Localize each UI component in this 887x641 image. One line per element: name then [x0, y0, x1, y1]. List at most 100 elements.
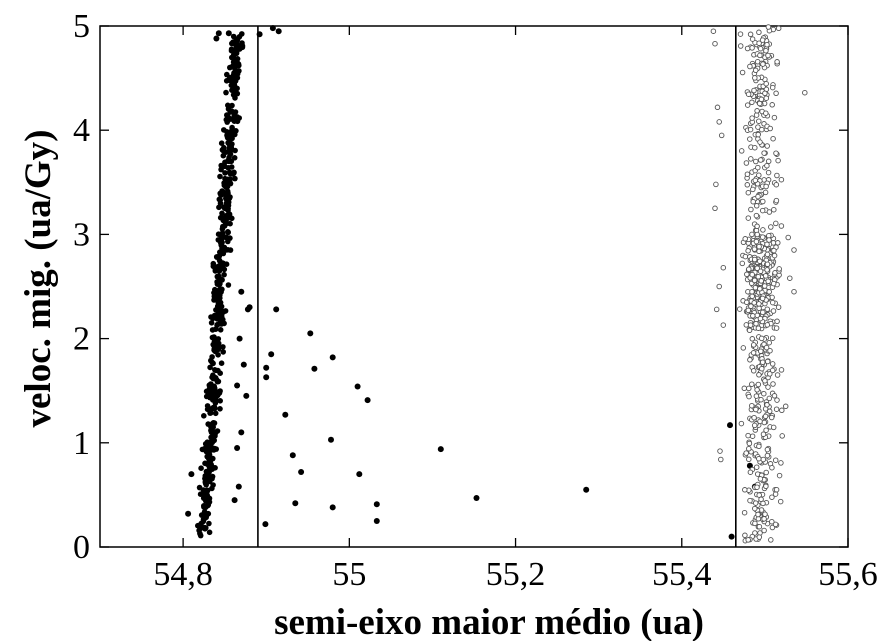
data-point [220, 349, 226, 355]
data-point [219, 286, 225, 293]
data-point [747, 469, 754, 475]
data-point [211, 385, 218, 392]
data-point [769, 367, 776, 374]
data-point [753, 158, 759, 165]
data-point [776, 472, 783, 479]
data-point [760, 61, 766, 67]
data-point [209, 475, 215, 482]
data-point [778, 176, 785, 183]
data-point [756, 172, 762, 178]
data-point [203, 525, 209, 531]
data-point [219, 210, 225, 217]
data-point [437, 446, 444, 453]
data-point [757, 139, 763, 145]
data-point [755, 164, 761, 171]
y-tick-label: 5 [73, 8, 90, 45]
data-point [753, 238, 760, 245]
data-point [742, 253, 749, 260]
data-point [774, 172, 780, 179]
data-point [761, 390, 767, 397]
data-point [749, 99, 755, 106]
data-point [207, 364, 213, 371]
data-point [764, 41, 770, 48]
data-point [756, 455, 762, 462]
data-point [223, 116, 230, 123]
data-point [763, 183, 769, 190]
data-point [745, 248, 751, 254]
data-point [222, 220, 229, 227]
data-point [759, 359, 766, 365]
data-point [758, 96, 765, 103]
data-point [225, 165, 231, 171]
y-tick-label: 4 [73, 112, 90, 149]
data-point [764, 322, 771, 328]
data-point [716, 283, 722, 290]
data-point [758, 348, 764, 354]
data-point [750, 350, 757, 356]
data-point [762, 413, 769, 420]
data-point [204, 492, 211, 499]
y-tick-label: 0 [73, 529, 90, 566]
data-point [751, 422, 758, 429]
data-point [753, 203, 760, 209]
data-point [764, 143, 770, 149]
data-point [745, 537, 751, 543]
data-point [203, 468, 210, 475]
data-point [226, 176, 232, 183]
data-point [763, 110, 769, 116]
data-point [754, 231, 760, 238]
data-point [791, 288, 797, 295]
data-point [212, 348, 219, 355]
data-point [232, 175, 238, 182]
data-point [752, 75, 758, 81]
data-point [776, 266, 782, 272]
data-point [202, 460, 208, 467]
data-point [758, 278, 765, 284]
data-point [774, 397, 780, 403]
data-point [195, 522, 201, 529]
data-point [226, 169, 233, 176]
data-point [754, 265, 760, 271]
data-point [188, 471, 195, 478]
data-point [787, 275, 793, 281]
data-point [768, 224, 774, 230]
data-point [211, 297, 217, 303]
data-point [756, 534, 763, 540]
data-point [228, 108, 235, 114]
data-point [758, 396, 764, 403]
data-point [785, 234, 791, 241]
data-point [750, 198, 756, 205]
data-point [746, 393, 752, 400]
data-point [218, 303, 225, 310]
data-point [764, 446, 771, 453]
data-point [749, 45, 755, 51]
data-point [767, 347, 773, 354]
data-point [311, 365, 318, 372]
data-point [746, 266, 752, 272]
data-point [373, 518, 380, 524]
data-point [770, 135, 776, 142]
data-point [762, 378, 768, 384]
data-point [749, 271, 755, 278]
data-point [716, 119, 722, 125]
data-point [714, 104, 721, 111]
data-point [206, 520, 212, 527]
data-point [328, 436, 334, 443]
data-point [769, 299, 776, 306]
data-point [240, 361, 247, 368]
data-point [759, 295, 766, 302]
data-point [749, 433, 756, 439]
data-point [764, 358, 771, 365]
data-point [329, 354, 336, 361]
data-point [773, 406, 780, 412]
data-point [760, 431, 767, 437]
data-point [208, 461, 214, 468]
data-point [752, 520, 758, 527]
data-point [775, 304, 782, 310]
data-point [759, 365, 765, 372]
data-point [226, 157, 232, 164]
data-point [221, 271, 227, 278]
data-point [214, 279, 220, 285]
data-point [210, 260, 217, 267]
data-point [740, 345, 747, 351]
